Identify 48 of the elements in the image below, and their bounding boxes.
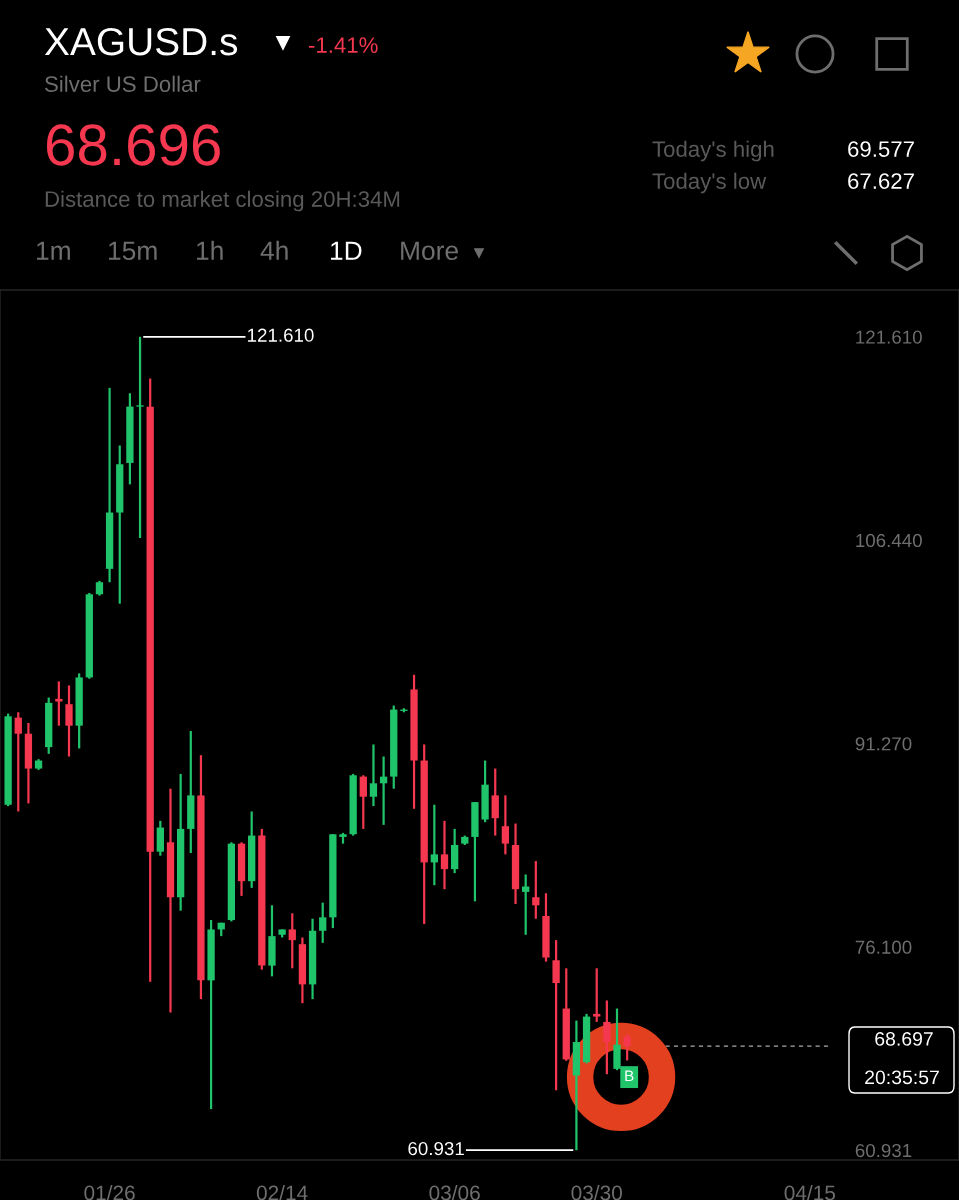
text: 69.577 <box>848 141 914 157</box>
candlestick <box>136 335 144 540</box>
text: 1h <box>197 240 223 260</box>
candlestick <box>65 684 73 758</box>
candlestick <box>501 794 510 856</box>
candlestick <box>55 680 63 727</box>
candlestick <box>359 774 367 830</box>
y-tick-label: 121.610 <box>856 330 922 344</box>
candlestick <box>593 967 601 1024</box>
ref-line-label: 68.697 <box>875 1031 933 1046</box>
candlestick <box>369 743 378 808</box>
candlestick <box>552 939 560 1092</box>
candlestick <box>522 873 530 936</box>
chart-subtitle: Silver US Dollar <box>45 75 201 92</box>
text: 1m <box>37 241 70 260</box>
annotation: B <box>625 1070 634 1082</box>
candlestick <box>319 901 327 944</box>
y-tick-label: 91.270 <box>855 737 912 751</box>
x-tick-label: 02/14 <box>256 1185 308 1200</box>
candlestick <box>603 999 611 1076</box>
text: Today's high <box>652 140 774 162</box>
candlestick <box>430 803 438 887</box>
candlestick <box>440 819 449 891</box>
annotation: 60.931 <box>408 1141 464 1156</box>
candlestick <box>14 711 22 813</box>
text: 1D <box>331 241 362 260</box>
text: More <box>401 241 458 261</box>
text: 68.696 <box>46 124 220 166</box>
candlestick <box>491 767 499 837</box>
x-tick-label: 04/15 <box>784 1185 836 1200</box>
chart-title: XAGUSD.s <box>44 27 238 56</box>
x-tick-label: 03/06 <box>429 1185 480 1200</box>
annotation: 121.610 <box>248 328 314 342</box>
annotation: 20:35:57 <box>865 1070 939 1085</box>
text: 67.627 <box>848 173 914 189</box>
candlestick <box>532 859 540 920</box>
text: -1.41% <box>308 37 378 53</box>
candlestick <box>623 1033 631 1062</box>
text: 15m <box>109 241 157 261</box>
y-tick-label: 60.931 <box>855 1143 912 1158</box>
text: Today's low <box>652 172 767 194</box>
y-tick-label: 106.440 <box>856 533 922 548</box>
y-tick-label: 76.100 <box>855 940 912 954</box>
x-tick-label: 03/30 <box>571 1185 622 1200</box>
candlestick <box>288 912 296 970</box>
x-tick-label: 01/26 <box>84 1185 135 1200</box>
text: Distance to market closing 20H:34M <box>45 190 400 212</box>
text: 4h <box>260 240 288 260</box>
